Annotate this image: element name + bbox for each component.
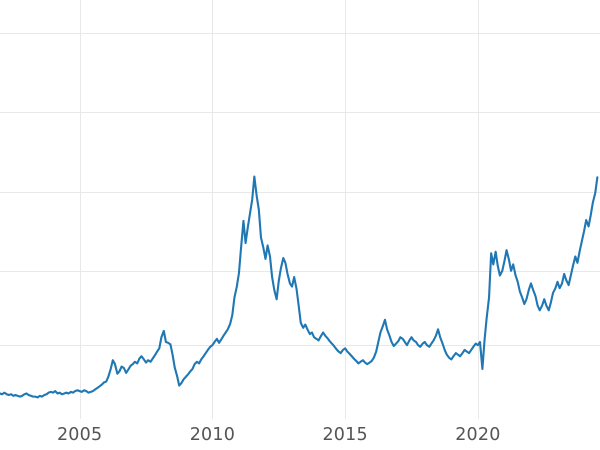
xtick-label-2005: 2005 <box>56 425 103 445</box>
xtick-label-2010: 2010 <box>189 425 236 445</box>
x-axis-tickmarks <box>79 410 480 419</box>
chart-canvas <box>0 0 600 418</box>
gridlines-group <box>0 0 600 418</box>
xtick-label-2020: 2020 <box>455 425 501 445</box>
xtick-label-2015: 2015 <box>322 425 368 445</box>
x-axis: 2005 2010 2015 2020 <box>0 410 600 450</box>
price-line-series <box>0 175 599 399</box>
plot-area <box>0 0 600 418</box>
